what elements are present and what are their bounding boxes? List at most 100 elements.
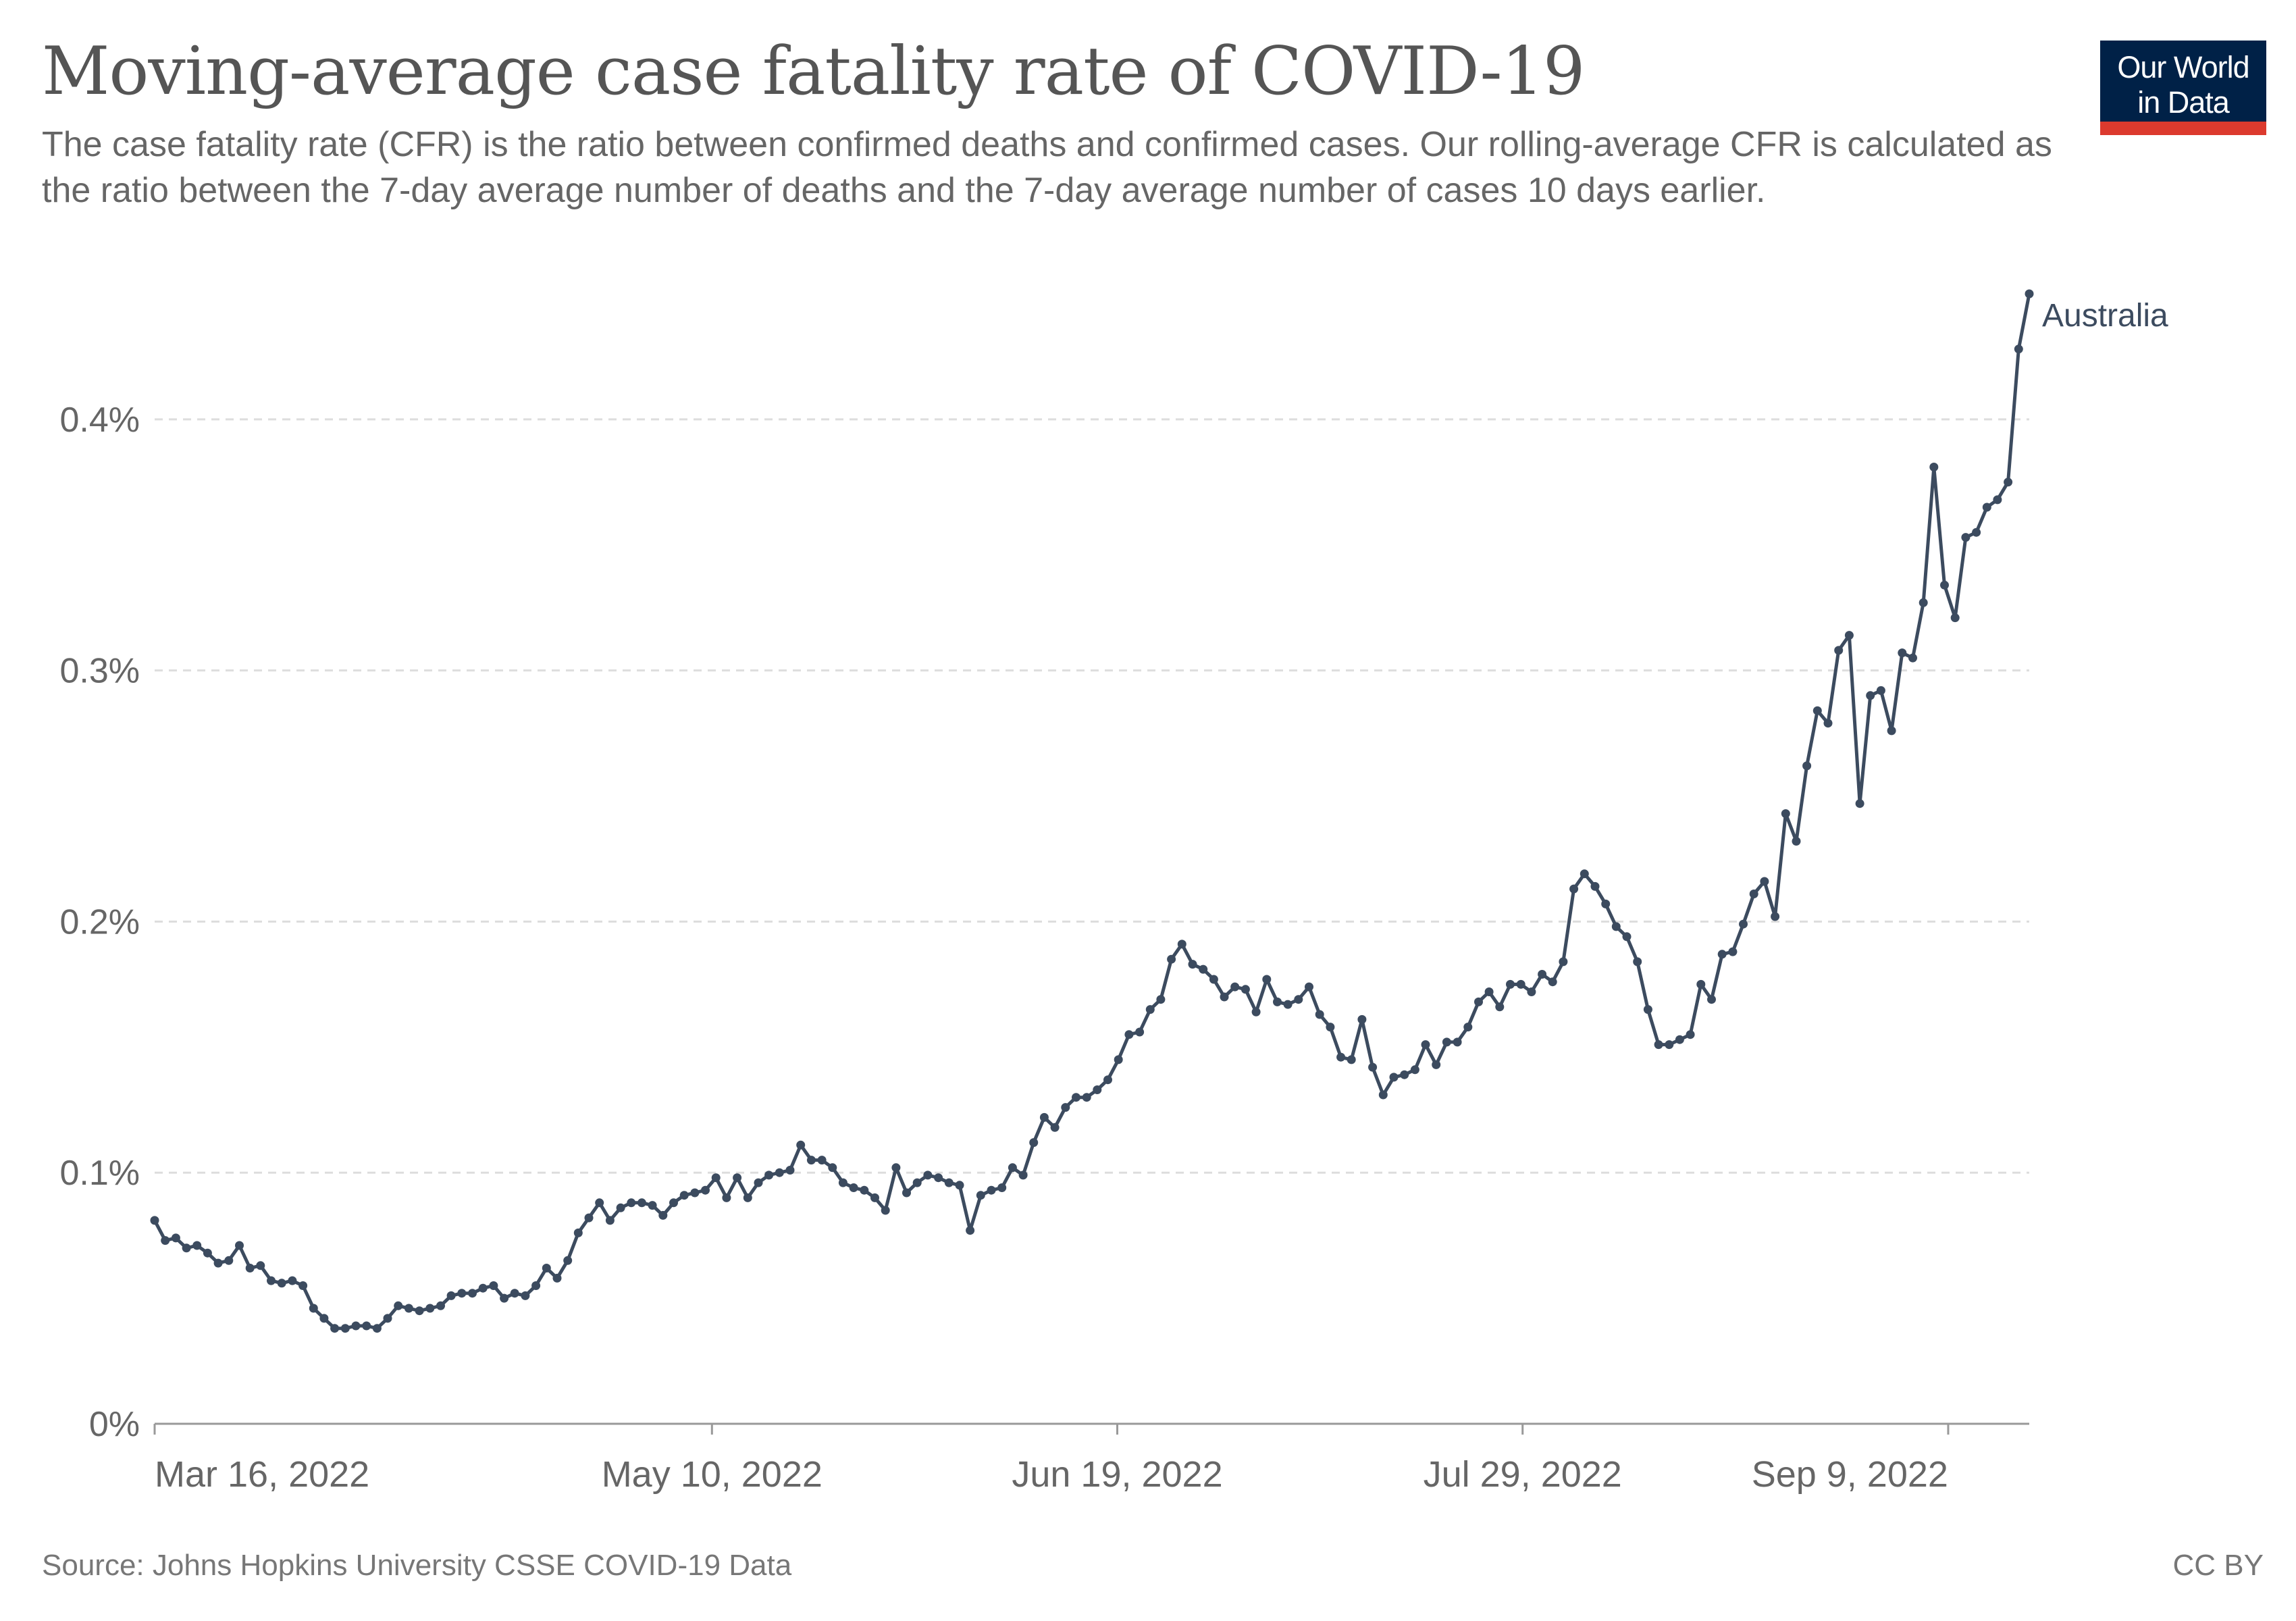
data-point xyxy=(1686,1030,1695,1039)
data-point xyxy=(1590,881,1600,891)
data-point xyxy=(722,1193,731,1202)
data-point xyxy=(2004,478,2013,487)
data-point xyxy=(2025,289,2034,299)
data-point xyxy=(1495,1002,1505,1012)
x-tick-label: May 10, 2022 xyxy=(602,1454,823,1495)
data-point xyxy=(595,1198,604,1208)
data-point xyxy=(1029,1138,1039,1148)
data-point xyxy=(1611,922,1621,931)
data-point xyxy=(1061,1103,1070,1112)
data-point xyxy=(1749,890,1758,898)
gridlines xyxy=(155,418,2029,1174)
data-point xyxy=(1580,869,1589,879)
data-point xyxy=(1866,691,1875,700)
data-point xyxy=(235,1241,244,1250)
data-point xyxy=(1876,686,1885,695)
data-point xyxy=(457,1289,467,1298)
data-point xyxy=(1199,964,1208,974)
data-point xyxy=(1241,985,1250,994)
data-point xyxy=(1643,1005,1652,1014)
data-point xyxy=(1188,960,1197,969)
data-point xyxy=(1432,1060,1441,1069)
data-point xyxy=(648,1201,657,1210)
data-point xyxy=(1908,653,1917,663)
data-point xyxy=(1273,997,1282,1006)
data-point xyxy=(1093,1085,1102,1094)
data-point xyxy=(521,1291,530,1300)
data-point xyxy=(340,1324,350,1333)
chart-subtitle: The case fatality rate (CFR) is the rati… xyxy=(42,125,2052,210)
data-point xyxy=(1834,646,1844,655)
data-point xyxy=(987,1185,996,1195)
data-point xyxy=(1760,877,1769,886)
data-point xyxy=(1230,982,1240,992)
source-note[interactable]: Source: Johns Hopkins University CSSE CO… xyxy=(42,1549,792,1582)
data-point xyxy=(1145,1005,1155,1014)
data-point xyxy=(1315,1010,1324,1019)
data-point xyxy=(224,1256,234,1265)
data-point xyxy=(192,1241,202,1250)
data-point xyxy=(468,1289,477,1298)
data-point xyxy=(1633,957,1642,967)
owid-logo[interactable]: Our World in Data xyxy=(2100,41,2266,135)
data-point xyxy=(934,1173,943,1183)
y-tick-label: 0.2% xyxy=(59,902,140,942)
data-point xyxy=(1251,1007,1261,1017)
data-point xyxy=(1357,1014,1367,1024)
data-point xyxy=(351,1321,361,1331)
data-point xyxy=(531,1281,541,1290)
data-point xyxy=(860,1185,869,1195)
data-point xyxy=(1209,975,1218,984)
data-point xyxy=(309,1304,318,1313)
data-point xyxy=(806,1156,816,1165)
data-point xyxy=(754,1178,763,1187)
data-point xyxy=(1771,912,1780,921)
data-point xyxy=(1982,503,1991,512)
data-point xyxy=(436,1301,445,1310)
data-point xyxy=(944,1178,954,1187)
x-axis: Mar 16, 2022 May 10, 2022 Jun 19, 2022 Jul … xyxy=(153,1422,2029,1495)
data-point xyxy=(1675,1035,1684,1044)
data-point xyxy=(902,1188,911,1198)
data-point xyxy=(1050,1123,1060,1132)
data-point xyxy=(171,1233,180,1243)
data-point xyxy=(1569,884,1579,894)
data-point xyxy=(923,1170,933,1180)
data-point xyxy=(1484,987,1494,996)
data-point xyxy=(425,1304,435,1313)
data-point xyxy=(1474,997,1483,1006)
data-point xyxy=(1463,1023,1473,1032)
data-point xyxy=(838,1178,847,1187)
logo-line-2: in Data xyxy=(2137,85,2230,120)
data-point xyxy=(1156,995,1166,1004)
data-point xyxy=(1823,719,1833,728)
data-point xyxy=(658,1210,668,1220)
data-point xyxy=(1792,837,1801,846)
data-point xyxy=(394,1301,403,1310)
data-point xyxy=(966,1226,975,1235)
data-point xyxy=(1283,1000,1293,1009)
data-point xyxy=(1717,950,1727,959)
data-point xyxy=(1781,809,1790,819)
data-point xyxy=(616,1203,625,1212)
data-point xyxy=(256,1261,265,1270)
data-point xyxy=(1018,1170,1028,1180)
data-point xyxy=(213,1258,223,1268)
data-point xyxy=(319,1314,329,1323)
data-point xyxy=(605,1216,615,1225)
data-point xyxy=(785,1166,795,1175)
data-point xyxy=(563,1256,573,1265)
data-point xyxy=(690,1188,700,1198)
y-tick-label: 0.4% xyxy=(59,401,140,440)
chart-title: Moving-average case fatality rate of COV… xyxy=(42,33,1585,110)
data-point xyxy=(1167,954,1176,964)
data-point xyxy=(362,1321,371,1331)
data-point xyxy=(701,1185,710,1195)
data-point xyxy=(500,1293,509,1303)
data-point xyxy=(1527,987,1536,996)
data-point xyxy=(489,1281,498,1290)
license-link[interactable]: CC BY xyxy=(2172,1549,2264,1582)
data-point xyxy=(1135,1027,1145,1037)
data-point xyxy=(669,1198,678,1208)
